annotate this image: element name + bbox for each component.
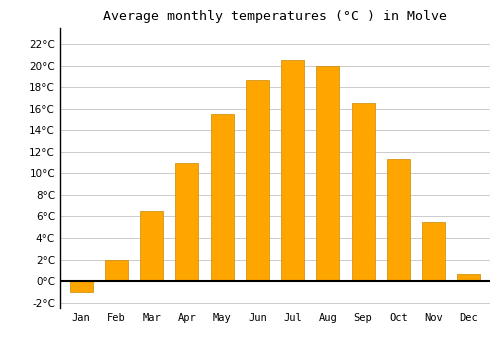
Title: Average monthly temperatures (°C ) in Molve: Average monthly temperatures (°C ) in Mo… xyxy=(103,10,447,23)
Bar xyxy=(105,260,128,281)
Bar xyxy=(387,159,410,281)
Bar xyxy=(210,114,234,281)
Bar xyxy=(281,60,304,281)
Bar xyxy=(352,103,374,281)
Bar xyxy=(316,66,340,281)
Bar xyxy=(70,281,92,292)
Bar xyxy=(246,80,269,281)
Bar xyxy=(176,163,199,281)
Bar xyxy=(140,211,163,281)
Bar xyxy=(422,222,445,281)
Bar xyxy=(458,274,480,281)
